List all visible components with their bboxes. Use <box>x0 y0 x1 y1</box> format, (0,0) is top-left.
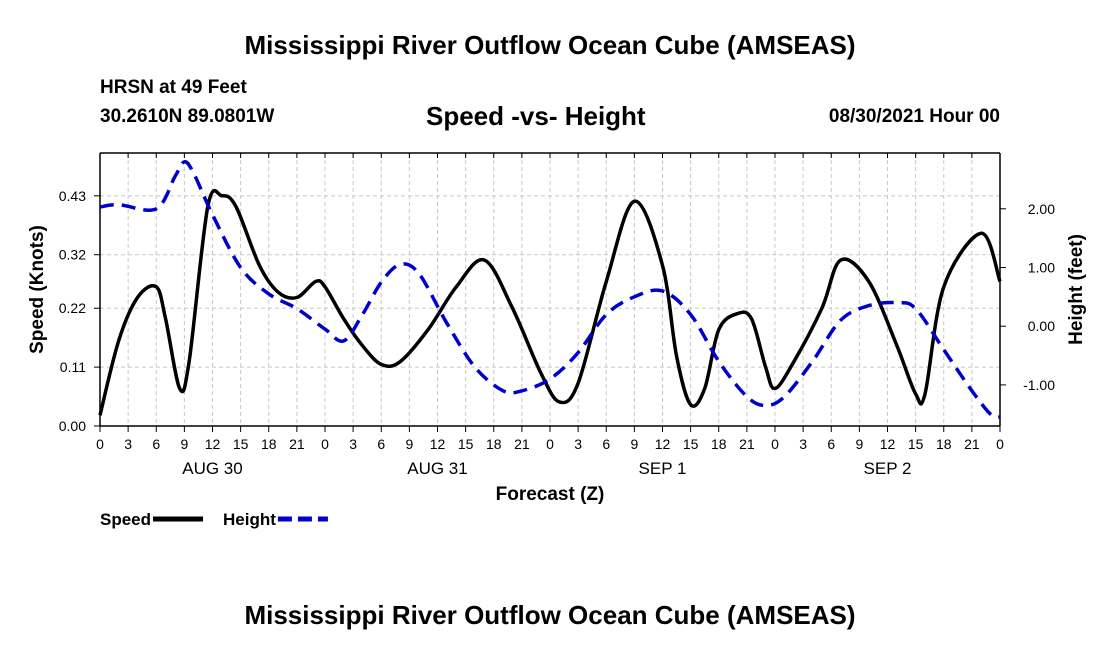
y-left-tick-label: 0.43 <box>59 188 86 204</box>
legend-label: Speed <box>100 510 151 529</box>
x-tick-label: 3 <box>799 436 807 452</box>
y-right-tick-label: 0.00 <box>1028 318 1055 334</box>
x-tick-label: 12 <box>205 436 221 452</box>
x-tick-label: 15 <box>458 436 474 452</box>
x-tick-label: 6 <box>827 436 835 452</box>
x-tick-label: 21 <box>739 436 755 452</box>
x-tick-label: 9 <box>180 436 188 452</box>
day-label: SEP 2 <box>864 459 912 478</box>
x-axis-label: Forecast (Z) <box>496 484 605 505</box>
y-right-tick-label: 1.00 <box>1028 259 1055 275</box>
chart-title: Mississippi River Outflow Ocean Cube (AM… <box>244 30 856 60</box>
x-tick-label: 15 <box>683 436 699 452</box>
x-tick-label: 9 <box>855 436 863 452</box>
y-left-tick-label: 0.00 <box>59 418 86 434</box>
y-right-tick-label: -1.00 <box>1023 377 1055 393</box>
x-tick-label: 6 <box>602 436 610 452</box>
station-label: HRSN at 49 Feet <box>100 77 247 98</box>
x-tick-label: 9 <box>630 436 638 452</box>
x-tick-label: 0 <box>546 436 554 452</box>
x-tick-label: 9 <box>405 436 413 452</box>
legend-label: Height <box>223 510 276 529</box>
x-tick-label: 18 <box>711 436 727 452</box>
footer-title: Mississippi River Outflow Ocean Cube (AM… <box>244 600 856 630</box>
series-height-line <box>99 160 1001 419</box>
y-right-axis-label: Height (feet) <box>1066 234 1087 345</box>
x-tick-label: 18 <box>261 436 277 452</box>
y-left-axis-label: Speed (Knots) <box>27 225 48 354</box>
x-tick-label: 15 <box>908 436 924 452</box>
y-left-tick-label: 0.22 <box>59 300 86 316</box>
day-label: AUG 30 <box>182 459 242 478</box>
coordinates-label: 30.2610N 89.0801W <box>100 106 275 127</box>
x-tick-label: 3 <box>349 436 357 452</box>
day-label: AUG 31 <box>407 459 467 478</box>
x-tick-label: 12 <box>655 436 671 452</box>
x-tick-label: 0 <box>321 436 329 452</box>
x-tick-label: 6 <box>152 436 160 452</box>
x-tick-label: 21 <box>964 436 980 452</box>
y-left-tick-label: 0.32 <box>59 247 86 263</box>
x-tick-label: 6 <box>377 436 385 452</box>
day-label: SEP 1 <box>639 459 687 478</box>
x-tick-label: 0 <box>96 436 104 452</box>
x-tick-label: 0 <box>996 436 1004 452</box>
chart-subtitle: Speed -vs- Height <box>426 101 646 131</box>
x-tick-label: 12 <box>880 436 896 452</box>
y-left-tick-label: 0.11 <box>60 359 86 375</box>
x-tick-label: 18 <box>486 436 502 452</box>
forecast-date: 08/30/2021 Hour 00 <box>828 106 1000 127</box>
x-tick-label: 0 <box>771 436 779 452</box>
x-tick-label: 18 <box>936 436 952 452</box>
x-tick-label: 3 <box>574 436 582 452</box>
x-tick-label: 15 <box>233 436 249 452</box>
x-tick-label: 3 <box>124 436 132 452</box>
y-right-tick-label: 2.00 <box>1028 201 1055 217</box>
x-tick-label: 21 <box>289 436 305 452</box>
x-tick-label: 21 <box>514 436 530 452</box>
x-tick-label: 12 <box>430 436 446 452</box>
